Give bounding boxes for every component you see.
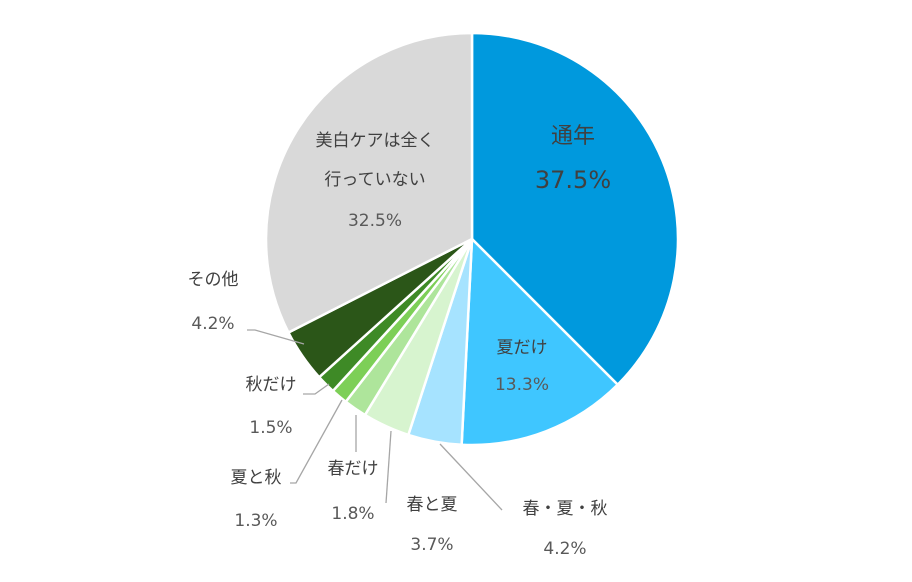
slice-label-0: 通年 xyxy=(551,124,595,149)
leader-lines xyxy=(247,329,503,511)
leader-line-2 xyxy=(439,443,503,511)
leader-line-7 xyxy=(247,329,305,345)
slice-label-8-line-1: 行っていない xyxy=(324,170,425,190)
pie-slices xyxy=(264,31,680,447)
slice-label-3: 春と夏 xyxy=(407,495,458,515)
slice-value-label-8: 32.5% xyxy=(348,211,402,231)
pie-slice-8 xyxy=(264,31,474,334)
slice-label-7: その他 xyxy=(188,270,239,290)
slice-value-label-1: 13.3% xyxy=(495,375,549,395)
slice-label-4: 春だけ xyxy=(328,459,379,479)
slice-label-6: 秋だけ xyxy=(246,375,297,395)
slice-label-8-line-0: 美白ケアは全く xyxy=(316,131,435,151)
slice-label-5: 夏と秋 xyxy=(231,468,282,488)
slice-value-label-0: 37.5% xyxy=(535,166,611,194)
slice-label-2: 春・夏・秋 xyxy=(523,499,608,519)
slice-value-label-4: 1.8% xyxy=(331,504,374,524)
slice-labels: 通年 37.5% 夏だけ 13.3% 春・夏・秋 4.2% 春と夏 3.7% 春だけ 1.8% 夏と… xyxy=(188,124,612,559)
slice-value-label-5: 1.3% xyxy=(234,511,277,531)
leader-line-6 xyxy=(303,383,330,395)
leader-line-3 xyxy=(385,430,392,504)
slice-label-1: 夏だけ xyxy=(497,338,548,358)
slice-value-label-6: 1.5% xyxy=(249,418,292,438)
slice-value-label-3: 3.7% xyxy=(410,535,453,555)
slice-value-label-7: 4.2% xyxy=(191,314,234,334)
pie-slice-0 xyxy=(470,31,680,386)
pie-slice-1 xyxy=(460,237,619,447)
leader-line-5 xyxy=(290,399,343,484)
slice-value-label-2: 4.2% xyxy=(543,539,586,559)
